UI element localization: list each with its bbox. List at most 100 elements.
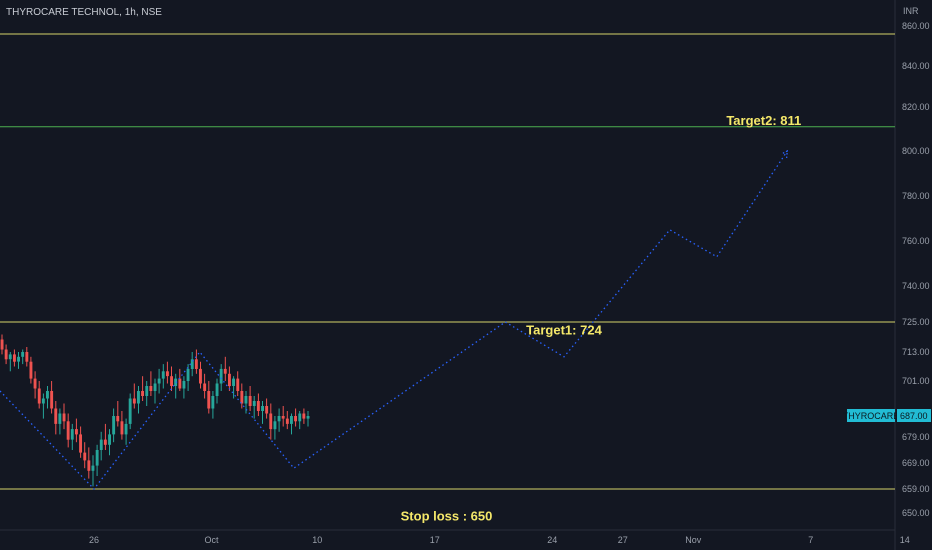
price-tick-label: 679.00 bbox=[902, 432, 930, 442]
candle bbox=[46, 386, 49, 409]
candle-body bbox=[281, 416, 285, 419]
time-tick-label: Nov bbox=[685, 535, 702, 545]
candle bbox=[203, 373, 207, 399]
candle bbox=[70, 423, 74, 450]
price-tick-label: 760.00 bbox=[902, 236, 930, 246]
candle-body bbox=[199, 368, 202, 384]
price-tick-label: 701.00 bbox=[902, 376, 930, 386]
price-tick-label: 780.00 bbox=[902, 191, 930, 201]
candle-body bbox=[273, 421, 277, 430]
candle-body bbox=[219, 368, 223, 384]
candle-body bbox=[261, 406, 264, 411]
candle bbox=[211, 391, 215, 419]
candle-body bbox=[79, 434, 82, 453]
candle bbox=[83, 442, 87, 469]
candle-body bbox=[182, 381, 186, 389]
candle bbox=[236, 371, 240, 396]
candle-body bbox=[62, 413, 66, 422]
candle-body bbox=[17, 356, 20, 362]
price-tick-label: 800.00 bbox=[902, 146, 930, 156]
candle bbox=[207, 381, 211, 414]
candle bbox=[41, 393, 45, 419]
annotation-label: Stop loss : 650 bbox=[401, 509, 493, 524]
candle bbox=[190, 352, 194, 377]
candle bbox=[17, 352, 20, 369]
candle-body bbox=[137, 391, 140, 404]
candle bbox=[157, 368, 161, 394]
candle bbox=[240, 383, 244, 409]
candle-body bbox=[103, 439, 107, 445]
candle-body bbox=[211, 396, 215, 409]
candle bbox=[13, 349, 16, 367]
candle-body bbox=[265, 406, 269, 414]
candles bbox=[0, 334, 310, 487]
candle-body bbox=[248, 396, 252, 406]
candle bbox=[277, 408, 281, 432]
candle bbox=[137, 386, 140, 414]
candle bbox=[256, 393, 260, 416]
candle-body bbox=[141, 391, 144, 396]
candle-body bbox=[95, 450, 99, 466]
projection-arrowhead bbox=[780, 149, 789, 159]
candle bbox=[54, 401, 58, 435]
candle bbox=[186, 364, 190, 391]
candle bbox=[269, 403, 273, 440]
candle bbox=[273, 416, 277, 440]
candle bbox=[215, 378, 219, 404]
time-tick-label: 7 bbox=[808, 535, 813, 545]
candle-body bbox=[153, 383, 157, 391]
candle-body bbox=[54, 408, 58, 424]
candle-body bbox=[124, 423, 128, 435]
candle bbox=[29, 356, 33, 384]
candle-body bbox=[33, 378, 37, 389]
annotations: Target2: 811 Target1: 724 Stop loss : 650 bbox=[401, 113, 802, 523]
candle-body bbox=[294, 416, 297, 422]
candle bbox=[302, 408, 306, 424]
horizontal-levels bbox=[0, 33, 895, 490]
price-tick-label: 713.00 bbox=[902, 347, 930, 357]
candle bbox=[108, 429, 111, 456]
candle-body bbox=[120, 421, 124, 435]
time-tick-label: 26 bbox=[89, 535, 99, 545]
candle-body bbox=[252, 401, 256, 406]
candle bbox=[66, 413, 70, 448]
candle-body bbox=[87, 460, 91, 471]
candle bbox=[285, 411, 289, 430]
candle-body bbox=[269, 413, 273, 430]
candle bbox=[199, 361, 202, 389]
candle bbox=[0, 334, 4, 355]
candle bbox=[265, 398, 269, 419]
time-tick-label: 24 bbox=[547, 535, 557, 545]
last-price-tag: THYROCARE 687.00 bbox=[843, 409, 931, 422]
candle-body bbox=[13, 354, 16, 362]
candle bbox=[153, 378, 157, 404]
candle-body bbox=[46, 391, 49, 399]
candle-body bbox=[232, 378, 235, 386]
projection-path bbox=[0, 149, 789, 490]
candle-body bbox=[21, 352, 25, 357]
symbol-tag-label: THYROCARE bbox=[843, 411, 900, 421]
candle-body bbox=[215, 383, 219, 396]
candle bbox=[95, 444, 99, 476]
time-tick-label: 14 bbox=[900, 535, 910, 545]
candle bbox=[21, 349, 25, 365]
candle-body bbox=[132, 398, 136, 404]
candle-body bbox=[166, 371, 169, 377]
candle bbox=[290, 413, 293, 435]
candle bbox=[145, 381, 149, 406]
candle bbox=[223, 356, 227, 381]
candle bbox=[170, 366, 173, 391]
candle bbox=[306, 411, 310, 427]
candle bbox=[58, 408, 62, 435]
candle bbox=[141, 376, 144, 401]
candle-body bbox=[277, 416, 281, 422]
candle-body bbox=[58, 413, 62, 424]
candle-body bbox=[116, 416, 120, 422]
candle bbox=[50, 381, 54, 414]
symbol-tag bbox=[847, 409, 895, 422]
candle bbox=[103, 423, 107, 450]
price-tick-label: 650.00 bbox=[902, 508, 930, 518]
candle-body bbox=[161, 371, 165, 379]
time-tick-label: 27 bbox=[618, 535, 628, 545]
